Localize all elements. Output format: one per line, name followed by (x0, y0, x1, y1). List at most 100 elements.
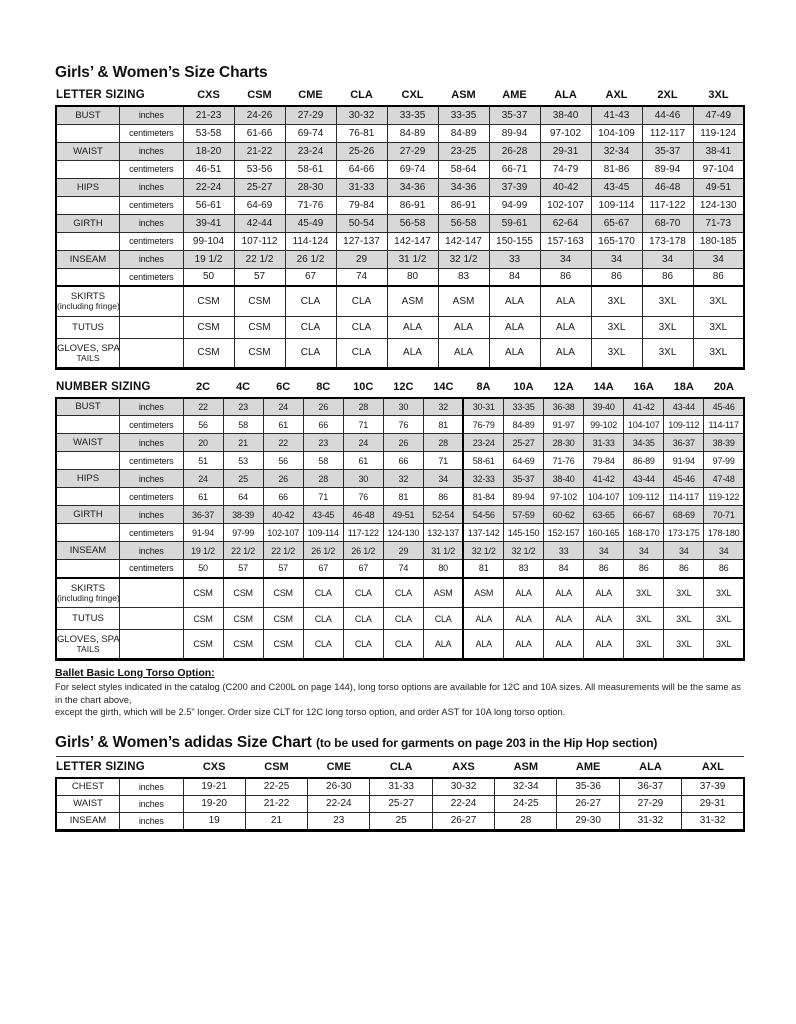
number-size-chart-table: NUMBER SIZING 2C 4C 6C 8C 10C 12C 14C 8A 10A 12A 14… (55, 379, 745, 662)
catalog-page: Girls’ & Women’s Size Charts LETTER SIZI… (55, 64, 745, 831)
adidas-section-title: Girls’ & Women’s adidas Size Chart (to b… (55, 734, 745, 752)
column-header: 4C (236, 380, 251, 393)
size-value-cell: 127-137 (335, 231, 388, 251)
column-header: CLA (350, 89, 373, 101)
size-value-cell: CSM (222, 577, 264, 608)
adidas-title-note: (to be used for garments on page 203 in … (315, 735, 658, 750)
table-row: GIRTH inches 36-37 38-39 40-42 43-45 46-48 49-5… (55, 505, 745, 524)
row-label-cell (55, 559, 120, 578)
garment-size-rows: SKIRTS (including fringe) CSM CSM CSM CLA CLA C… (55, 577, 745, 660)
row-label-cell (55, 267, 120, 287)
size-value-cell: ALA (539, 315, 592, 339)
size-value-cell: 43-44 (663, 397, 705, 416)
size-value-cell: 102-107 (539, 195, 592, 215)
column-header: AXL (605, 89, 628, 101)
size-value-cell: 71-76 (284, 195, 337, 215)
table-row: TUTUS CSM CSM CLA CLA ALA ALA ALA ALA 3XL 3XL 3XL (55, 315, 745, 339)
size-value-cell: 34 (663, 541, 705, 560)
size-value-cell: 35-36 (556, 777, 620, 796)
table-row: INSEAM inches 19 1/2 22 1/2 22 1/2 26 1/2 26 1… (55, 541, 745, 560)
size-value-cell: 21-22 (233, 141, 286, 161)
size-value-cell: 56 (182, 415, 224, 434)
unit-cell: centimeters (119, 123, 184, 143)
size-value-cell: 68-70 (641, 213, 694, 233)
size-value-cell: 80 (422, 559, 464, 578)
size-value-cell: 94-99 (488, 195, 541, 215)
unit-cell: centimeters (119, 415, 184, 434)
unit-cell: inches (119, 105, 184, 125)
size-value-cell: CSM (262, 577, 304, 608)
unit-cell (119, 629, 184, 660)
size-value-cell: 30-32 (335, 105, 388, 125)
column-header: 16A (633, 380, 654, 393)
column-header: CSM (245, 755, 308, 778)
size-value-cell: 54-56 (462, 505, 505, 524)
ballet-note-line-1: For select styles indicated in the catal… (55, 682, 741, 705)
size-value-cell: 27-29 (386, 141, 439, 161)
size-value-cell: CSM (222, 629, 264, 660)
unit-cell: inches (119, 541, 184, 560)
table-row: WAIST inches 19-20 21-22 22-24 25-27 22-24 24-2… (55, 794, 745, 814)
size-value-cell: 67 (302, 559, 344, 578)
column-header: 6C (276, 380, 291, 393)
size-value-cell: 137-142 (462, 523, 505, 542)
size-value-cell: 45-46 (663, 469, 705, 488)
unit-cell: inches (119, 177, 184, 197)
size-value-cell: 99-102 (583, 415, 625, 434)
size-value-cell: 3XL (692, 337, 745, 369)
size-value-cell: 86-91 (386, 195, 439, 215)
size-value-cell: 83 (502, 559, 545, 578)
size-value-cell: 97-99 (222, 523, 264, 542)
table-row: centimeters 56 58 61 66 71 76 81 76-79 84-89 91-97… (55, 415, 745, 434)
row-sublabel: (including fringe) (57, 592, 120, 603)
size-value-cell: 180-185 (692, 231, 745, 251)
size-value-cell: 34 (590, 249, 643, 269)
size-value-cell: 56-61 (182, 195, 235, 215)
row-label-cell (55, 231, 120, 251)
size-value-cell: 86 (703, 559, 745, 578)
table-row: INSEAM inches 19 21 23 25 26-27 28 29-30 31-32 31-… (55, 812, 745, 831)
size-value-cell: 42-44 (233, 213, 286, 233)
column-header: CXS (183, 755, 246, 778)
size-value-cell: 38-40 (539, 105, 592, 125)
page-title: Girls’ & Women’s Size Charts (55, 64, 268, 81)
size-value-cell: 142-147 (386, 231, 439, 251)
row-label: SKIRTS (70, 291, 106, 303)
row-label-cell: GIRTH (55, 505, 120, 524)
size-value-cell: 41-42 (583, 469, 625, 488)
column-header: AME (556, 755, 620, 778)
size-value-cell: 19 1/2 (182, 541, 224, 560)
ballet-note-line-2: except the girth, which will be 2.5" lon… (55, 707, 566, 718)
size-value-cell: 57-59 (502, 505, 545, 524)
row-label-cell: INSEAM (55, 812, 120, 831)
column-header: 14A (593, 380, 614, 393)
size-value-cell: 3XL (623, 607, 665, 630)
table-row: SKIRTS (including fringe) CSM CSM CSM CLA CLA C… (55, 577, 745, 608)
table-row: BUST inches 21-23 24-26 27-29 30-32 33-35 33-35… (55, 105, 745, 125)
size-value-cell: 30 (342, 469, 384, 488)
row-label-cell: CHEST (55, 777, 120, 796)
size-value-cell: 84-89 (386, 123, 439, 143)
size-value-cell: 31-33 (335, 177, 388, 197)
size-value-cell: 3XL (703, 607, 745, 630)
size-value-cell: 76-79 (462, 415, 505, 434)
size-value-cell: ALA (502, 607, 545, 630)
size-value-cell: 26-30 (307, 777, 371, 796)
row-label-cell: TUTUS (55, 607, 120, 630)
table-row: centimeters 50 57 67 74 80 83 84 86 86 86 86 (55, 267, 745, 287)
table-row: centimeters 91-94 97-99 102-107 109-114 117-1… (55, 523, 745, 542)
size-value-cell: 26 1/2 (284, 249, 337, 269)
unit-cell: centimeters (119, 159, 184, 179)
size-value-cell: 34 (703, 541, 745, 560)
size-value-cell: 3XL (641, 337, 694, 369)
size-value-cell: 26 1/2 (342, 541, 384, 560)
size-value-cell: ALA (502, 577, 545, 608)
size-value-cell: 91-97 (543, 415, 585, 434)
size-value-cell: 58 (302, 451, 344, 470)
table-header-row: LETTER SIZING CXS CSM CME CLA CXL ASM AME ALA AXL… (56, 87, 744, 106)
size-value-cell: 132-137 (422, 523, 464, 542)
size-value-cell: 22 1/2 (222, 541, 264, 560)
size-value-cell: 3XL (663, 607, 705, 630)
size-value-cell: 160-165 (583, 523, 625, 542)
size-value-cell: 23 (307, 812, 371, 831)
